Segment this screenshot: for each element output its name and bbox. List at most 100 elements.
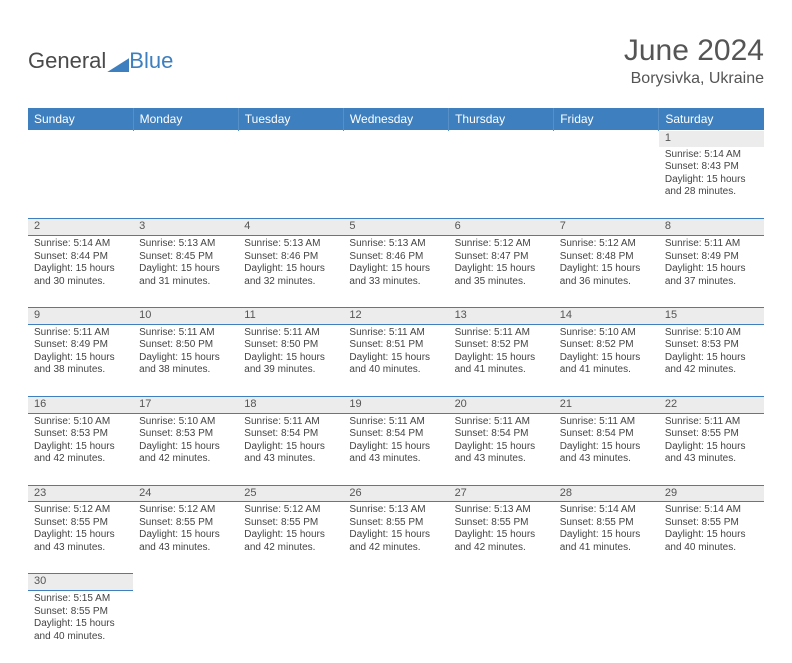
sunset-line: Sunset: 8:55 PM	[139, 517, 232, 530]
day-number-cell: 2	[28, 219, 133, 236]
daylight-line: Daylight: 15 hours and 28 minutes.	[665, 174, 758, 199]
day-data-cell: Sunrise: 5:14 AMSunset: 8:55 PMDaylight:…	[554, 502, 659, 574]
col-tuesday: Tuesday	[238, 108, 343, 131]
sunrise-line: Sunrise: 5:12 AM	[139, 504, 232, 517]
day-number-cell	[133, 574, 238, 591]
day-data-cell	[133, 591, 238, 663]
sunrise-line: Sunrise: 5:11 AM	[244, 416, 337, 429]
day-number-cell: 9	[28, 308, 133, 325]
calendar-header-row: Sunday Monday Tuesday Wednesday Thursday…	[28, 108, 764, 131]
sunrise-line: Sunrise: 5:11 AM	[349, 416, 442, 429]
col-monday: Monday	[133, 108, 238, 131]
col-saturday: Saturday	[659, 108, 764, 131]
sunrise-line: Sunrise: 5:11 AM	[139, 327, 232, 340]
daynum-row: 16171819202122	[28, 396, 764, 413]
day-data-cell: Sunrise: 5:11 AMSunset: 8:52 PMDaylight:…	[449, 324, 554, 396]
daynum-row: 30	[28, 574, 764, 591]
daylight-line: Daylight: 15 hours and 40 minutes.	[349, 352, 442, 377]
page-title: June 2024	[624, 34, 764, 68]
sunrise-line: Sunrise: 5:15 AM	[34, 593, 127, 606]
col-thursday: Thursday	[449, 108, 554, 131]
sunrise-line: Sunrise: 5:12 AM	[455, 238, 548, 251]
sunset-line: Sunset: 8:55 PM	[455, 517, 548, 530]
day-data-cell	[449, 147, 554, 219]
col-wednesday: Wednesday	[343, 108, 448, 131]
daylight-line: Daylight: 15 hours and 30 minutes.	[34, 263, 127, 288]
daylight-line: Daylight: 15 hours and 32 minutes.	[244, 263, 337, 288]
day-data-cell: Sunrise: 5:11 AMSunset: 8:50 PMDaylight:…	[133, 324, 238, 396]
day-data-cell	[659, 591, 764, 663]
day-data-cell: Sunrise: 5:10 AMSunset: 8:53 PMDaylight:…	[659, 324, 764, 396]
day-number-cell: 19	[343, 396, 448, 413]
day-number-cell: 8	[659, 219, 764, 236]
day-number-cell: 7	[554, 219, 659, 236]
day-number-cell	[554, 131, 659, 147]
sunset-line: Sunset: 8:54 PM	[244, 428, 337, 441]
sunset-line: Sunset: 8:51 PM	[349, 339, 442, 352]
sunrise-line: Sunrise: 5:11 AM	[455, 327, 548, 340]
daylight-line: Daylight: 15 hours and 43 minutes.	[665, 441, 758, 466]
header-block: June 2024 Borysivka, Ukraine	[624, 34, 764, 88]
day-data-cell: Sunrise: 5:14 AMSunset: 8:44 PMDaylight:…	[28, 236, 133, 308]
sunrise-line: Sunrise: 5:10 AM	[139, 416, 232, 429]
sunset-line: Sunset: 8:55 PM	[244, 517, 337, 530]
day-number-cell: 15	[659, 308, 764, 325]
day-data-cell	[28, 147, 133, 219]
sunrise-line: Sunrise: 5:11 AM	[665, 416, 758, 429]
sunset-line: Sunset: 8:47 PM	[455, 251, 548, 264]
sunset-line: Sunset: 8:50 PM	[139, 339, 232, 352]
day-number-cell	[554, 574, 659, 591]
day-data-cell: Sunrise: 5:11 AMSunset: 8:49 PMDaylight:…	[28, 324, 133, 396]
day-data-cell: Sunrise: 5:11 AMSunset: 8:49 PMDaylight:…	[659, 236, 764, 308]
daylight-line: Daylight: 15 hours and 43 minutes.	[244, 441, 337, 466]
day-number-cell	[449, 574, 554, 591]
day-number-cell: 22	[659, 396, 764, 413]
sunrise-line: Sunrise: 5:13 AM	[349, 504, 442, 517]
day-number-cell	[133, 131, 238, 147]
day-number-cell: 29	[659, 485, 764, 502]
sunrise-line: Sunrise: 5:11 AM	[34, 327, 127, 340]
sunset-line: Sunset: 8:55 PM	[34, 517, 127, 530]
day-number-cell: 16	[28, 396, 133, 413]
day-data-cell: Sunrise: 5:12 AMSunset: 8:48 PMDaylight:…	[554, 236, 659, 308]
sunset-line: Sunset: 8:49 PM	[665, 251, 758, 264]
day-number-cell: 6	[449, 219, 554, 236]
day-data-cell: Sunrise: 5:14 AMSunset: 8:55 PMDaylight:…	[659, 502, 764, 574]
day-data-cell: Sunrise: 5:13 AMSunset: 8:46 PMDaylight:…	[343, 236, 448, 308]
daylight-line: Daylight: 15 hours and 43 minutes.	[455, 441, 548, 466]
page-location: Borysivka, Ukraine	[624, 70, 764, 88]
day-number-cell	[238, 574, 343, 591]
day-data-cell: Sunrise: 5:13 AMSunset: 8:55 PMDaylight:…	[449, 502, 554, 574]
day-data-cell: Sunrise: 5:11 AMSunset: 8:50 PMDaylight:…	[238, 324, 343, 396]
sunrise-line: Sunrise: 5:10 AM	[34, 416, 127, 429]
daylight-line: Daylight: 15 hours and 43 minutes.	[349, 441, 442, 466]
sunrise-line: Sunrise: 5:10 AM	[560, 327, 653, 340]
sunset-line: Sunset: 8:55 PM	[349, 517, 442, 530]
sunset-line: Sunset: 8:55 PM	[560, 517, 653, 530]
day-data-cell	[238, 591, 343, 663]
brand-name-2: Blue	[129, 48, 173, 74]
data-row: Sunrise: 5:10 AMSunset: 8:53 PMDaylight:…	[28, 413, 764, 485]
sunset-line: Sunset: 8:45 PM	[139, 251, 232, 264]
day-number-cell: 20	[449, 396, 554, 413]
daynum-row: 1	[28, 131, 764, 147]
day-data-cell: Sunrise: 5:13 AMSunset: 8:46 PMDaylight:…	[238, 236, 343, 308]
day-number-cell: 26	[343, 485, 448, 502]
daylight-line: Daylight: 15 hours and 39 minutes.	[244, 352, 337, 377]
daylight-line: Daylight: 15 hours and 41 minutes.	[455, 352, 548, 377]
day-number-cell	[343, 131, 448, 147]
day-data-cell: Sunrise: 5:11 AMSunset: 8:54 PMDaylight:…	[343, 413, 448, 485]
sunset-line: Sunset: 8:49 PM	[34, 339, 127, 352]
daylight-line: Daylight: 15 hours and 40 minutes.	[34, 618, 127, 643]
day-number-cell: 21	[554, 396, 659, 413]
day-number-cell	[449, 131, 554, 147]
day-number-cell: 3	[133, 219, 238, 236]
sunrise-line: Sunrise: 5:12 AM	[244, 504, 337, 517]
sunset-line: Sunset: 8:46 PM	[349, 251, 442, 264]
sunrise-line: Sunrise: 5:12 AM	[34, 504, 127, 517]
day-number-cell: 18	[238, 396, 343, 413]
brand-name-1: General	[28, 48, 106, 74]
daylight-line: Daylight: 15 hours and 40 minutes.	[665, 529, 758, 554]
sunrise-line: Sunrise: 5:13 AM	[139, 238, 232, 251]
daynum-row: 2345678	[28, 219, 764, 236]
